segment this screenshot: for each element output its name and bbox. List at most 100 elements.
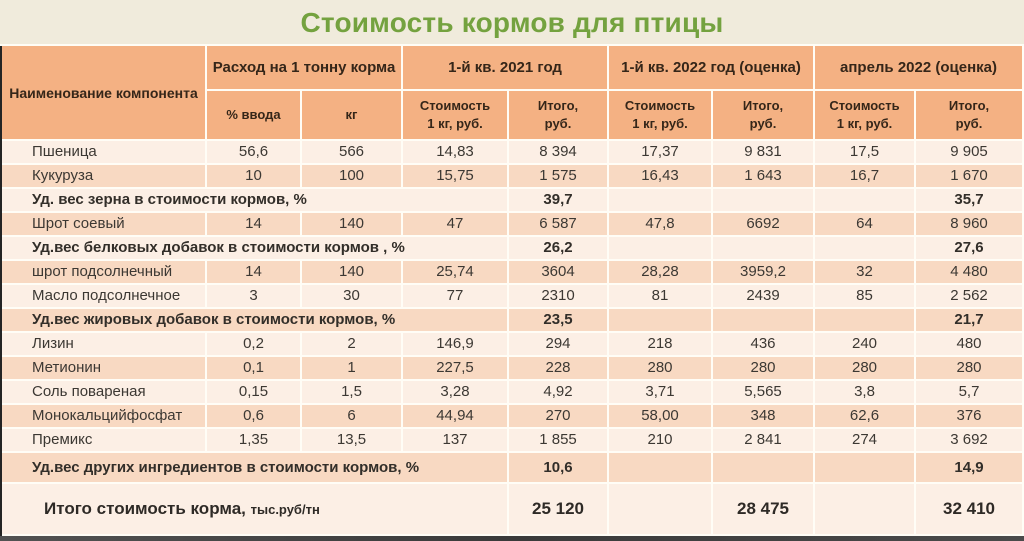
value-cell: 436 — [713, 333, 813, 355]
header-component: Наименование компонента — [2, 46, 205, 139]
value-cell: 1 670 — [916, 165, 1022, 187]
value-cell: 9 831 — [713, 141, 813, 163]
header-input-pct: % ввода — [207, 91, 300, 139]
item-row: Кукуруза 10 100 15,75 1 575 16,43 1 643 16,7 1 6… — [2, 165, 1022, 187]
value-cell: 4,92 — [509, 381, 607, 403]
header-april-2022: апрель 2022 (оценка) — [815, 46, 1022, 89]
table-header-sub: % ввода кг Стоимость 1 кг, руб. Итого, р… — [2, 91, 1022, 139]
header-q1-2021: 1-й кв. 2021 год — [403, 46, 607, 89]
value-cell: 16,43 — [609, 165, 711, 187]
value-cell: 280 — [609, 357, 711, 379]
value-cell: 4 480 — [916, 261, 1022, 283]
value-cell: 56,6 — [207, 141, 300, 163]
value-cell: 1,35 — [207, 429, 300, 451]
value-cell: 14 — [207, 213, 300, 235]
value-cell: 17,5 — [815, 141, 914, 163]
value-cell: 140 — [302, 213, 401, 235]
value-cell: 3959,2 — [713, 261, 813, 283]
component-name-cell: Шрот соевый — [2, 213, 205, 235]
header-cost-2021: Стоимость 1 кг, руб. — [403, 91, 507, 139]
value-cell: 0,6 — [207, 405, 300, 427]
value-cell: 77 — [403, 285, 507, 307]
header-kg: кг — [302, 91, 401, 139]
value-cell: 2 — [302, 333, 401, 355]
value-cell: 376 — [916, 405, 1022, 427]
value-cell: 3 — [207, 285, 300, 307]
value-cell: 480 — [916, 333, 1022, 355]
value-cell: 14 — [207, 261, 300, 283]
value-cell: 6 — [302, 405, 401, 427]
header-q1-2022: 1-й кв. 2022 год (оценка) — [609, 46, 813, 89]
value-cell: 23,5 — [509, 309, 607, 331]
value-cell: 566 — [302, 141, 401, 163]
value-cell: 1 — [302, 357, 401, 379]
item-row: Монокальцийфосфат 0,6 6 44,94 270 58,00 348 62,… — [2, 405, 1022, 427]
component-name-cell: шрот подсолнечный — [2, 261, 205, 283]
value-cell: 85 — [815, 285, 914, 307]
table-header: Наименование компонента Расход на 1 тонн… — [2, 46, 1022, 139]
value-cell: 27,6 — [916, 237, 1022, 259]
value-cell: 240 — [815, 333, 914, 355]
value-cell: 137 — [403, 429, 507, 451]
component-name-cell: Лизин — [2, 333, 205, 355]
empty-cell — [713, 237, 813, 259]
bottom-edge-strip — [0, 536, 1024, 541]
value-cell: 274 — [815, 429, 914, 451]
value-cell: 8 394 — [509, 141, 607, 163]
value-cell: 14,83 — [403, 141, 507, 163]
value-cell: 280 — [815, 357, 914, 379]
value-cell: 30 — [302, 285, 401, 307]
empty-cell — [815, 453, 914, 482]
empty-cell — [609, 309, 711, 331]
value-cell: 15,75 — [403, 165, 507, 187]
value-cell: 39,7 — [509, 189, 607, 211]
value-cell: 210 — [609, 429, 711, 451]
value-cell: 17,37 — [609, 141, 711, 163]
header-consumption-group: Расход на 1 тонну корма — [207, 46, 401, 89]
value-cell: 227,5 — [403, 357, 507, 379]
component-name-cell: Метионин — [2, 357, 205, 379]
total-unit: тыс.руб/тн — [250, 502, 320, 518]
empty-cell — [713, 309, 813, 331]
empty-cell — [609, 484, 711, 534]
component-name-cell: Кукуруза — [2, 165, 205, 187]
value-cell: 5,7 — [916, 381, 1022, 403]
value-cell: 2310 — [509, 285, 607, 307]
summary-label-cell: Уд.вес других ингредиентов в стоимости к… — [2, 453, 507, 482]
value-cell: 280 — [916, 357, 1022, 379]
value-cell: 280 — [713, 357, 813, 379]
value-cell: 146,9 — [403, 333, 507, 355]
header-total-2021: Итого, руб. — [509, 91, 607, 139]
value-cell: 0,1 — [207, 357, 300, 379]
header-total-apr: Итого, руб. — [916, 91, 1022, 139]
total-label: Итого стоимость корма, — [44, 499, 246, 519]
item-row: Лизин 0,2 2 146,9 294 218 436 240 480 — [2, 333, 1022, 355]
value-cell: 0,15 — [207, 381, 300, 403]
value-cell: 348 — [713, 405, 813, 427]
table-footer: Итого стоимость корма, тыс.руб/тн 25 120… — [2, 484, 1022, 534]
item-row: Шрот соевый 14 140 47 6 587 47,8 6692 64 8 960 — [2, 213, 1022, 235]
item-row: Метионин 0,1 1 227,5 228 280 280 280 280 — [2, 357, 1022, 379]
value-cell: 3604 — [509, 261, 607, 283]
value-cell: 13,5 — [302, 429, 401, 451]
empty-cell — [609, 237, 711, 259]
header-total-2022: Итого, руб. — [713, 91, 813, 139]
empty-cell — [815, 309, 914, 331]
value-cell: 6692 — [713, 213, 813, 235]
table-header-groups: Наименование компонента Расход на 1 тонн… — [2, 46, 1022, 139]
value-cell: 3,28 — [403, 381, 507, 403]
value-cell: 14,9 — [916, 453, 1022, 482]
total-value-2022: 28 475 — [713, 484, 813, 534]
total-value-apr: 32 410 — [916, 484, 1022, 534]
value-cell: 1 575 — [509, 165, 607, 187]
item-row: Масло подсолнечное 3 30 77 2310 81 2439 85 2 562 — [2, 285, 1022, 307]
value-cell: 228 — [509, 357, 607, 379]
item-row: Пшеница 56,6 566 14,83 8 394 17,37 9 831 17,5 9 … — [2, 141, 1022, 163]
component-name-cell: Соль повареная — [2, 381, 205, 403]
header-cost-2022: Стоимость 1 кг, руб. — [609, 91, 711, 139]
value-cell: 10 — [207, 165, 300, 187]
empty-cell — [713, 453, 813, 482]
value-cell: 2 562 — [916, 285, 1022, 307]
value-cell: 270 — [509, 405, 607, 427]
value-cell: 8 960 — [916, 213, 1022, 235]
